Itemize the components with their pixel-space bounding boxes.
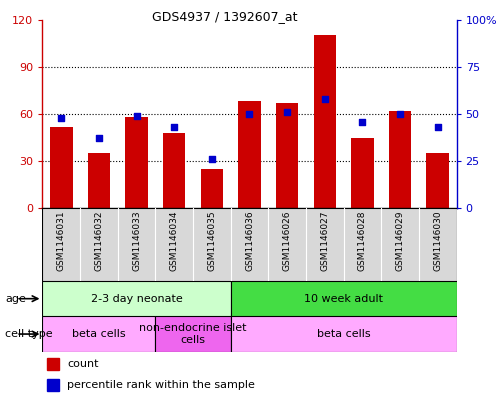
Bar <box>46 358 59 370</box>
Bar <box>42 208 457 281</box>
Point <box>321 96 329 102</box>
Text: percentile rank within the sample: percentile rank within the sample <box>67 380 255 390</box>
Point <box>246 111 253 117</box>
Text: beta cells: beta cells <box>72 329 126 339</box>
Bar <box>155 316 231 352</box>
Text: GSM1146026: GSM1146026 <box>282 211 291 271</box>
Bar <box>42 316 155 352</box>
Bar <box>231 281 457 316</box>
Point <box>133 113 141 119</box>
Text: GSM1146033: GSM1146033 <box>132 211 141 271</box>
Bar <box>125 117 148 208</box>
Point <box>434 124 442 130</box>
Text: beta cells: beta cells <box>317 329 370 339</box>
Text: count: count <box>67 359 99 369</box>
Bar <box>351 138 374 208</box>
Text: 10 week adult: 10 week adult <box>304 294 383 304</box>
Bar <box>389 111 411 208</box>
Bar <box>313 35 336 208</box>
Bar <box>276 103 298 208</box>
Point <box>57 115 65 121</box>
Text: GSM1146034: GSM1146034 <box>170 211 179 271</box>
Point <box>396 111 404 117</box>
Bar <box>46 378 59 391</box>
Text: non-endocrine islet
cells: non-endocrine islet cells <box>139 323 247 345</box>
Text: GSM1146029: GSM1146029 <box>396 211 405 271</box>
Text: GSM1146032: GSM1146032 <box>94 211 103 271</box>
Bar <box>238 101 261 208</box>
Text: GDS4937 / 1392607_at: GDS4937 / 1392607_at <box>152 10 297 23</box>
Text: GSM1146031: GSM1146031 <box>57 211 66 271</box>
Point <box>358 118 366 125</box>
Point <box>283 109 291 115</box>
Bar <box>201 169 223 208</box>
Bar <box>163 133 186 208</box>
Text: GSM1146036: GSM1146036 <box>245 211 254 271</box>
Point <box>170 124 178 130</box>
Text: GSM1146035: GSM1146035 <box>208 211 217 271</box>
Text: GSM1146027: GSM1146027 <box>320 211 329 271</box>
Text: age: age <box>5 294 26 304</box>
Text: GSM1146030: GSM1146030 <box>433 211 442 271</box>
Bar <box>50 127 72 208</box>
Bar <box>231 316 457 352</box>
Bar <box>42 281 231 316</box>
Bar <box>88 153 110 208</box>
Text: cell type: cell type <box>5 329 52 339</box>
Bar <box>427 153 449 208</box>
Point <box>208 156 216 162</box>
Text: 2-3 day neonate: 2-3 day neonate <box>91 294 183 304</box>
Text: GSM1146028: GSM1146028 <box>358 211 367 271</box>
Point <box>95 135 103 141</box>
